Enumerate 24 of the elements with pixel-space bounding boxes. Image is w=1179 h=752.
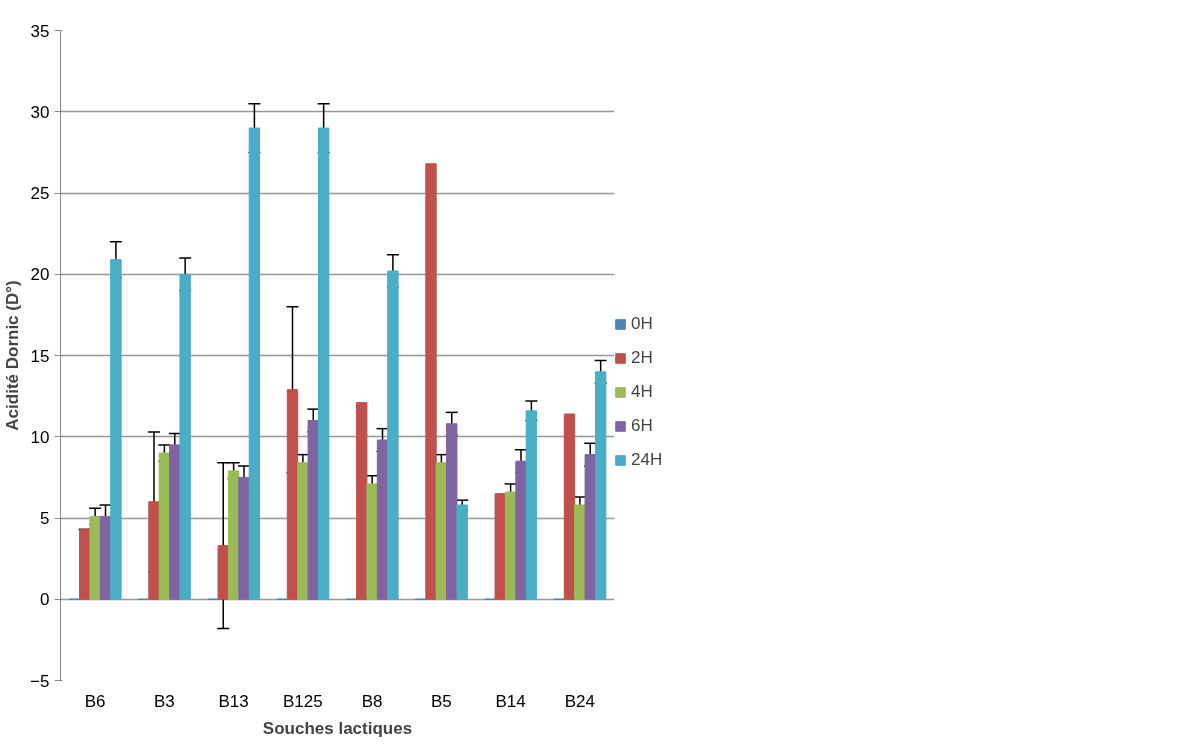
y-tick-label: 0 bbox=[40, 590, 50, 610]
y-tick-label: 15 bbox=[30, 346, 50, 366]
y-axis-title: Acidité Dornic (D°) bbox=[3, 280, 23, 431]
x-tick-label: B14 bbox=[495, 691, 526, 711]
legend-label: 4H bbox=[631, 382, 653, 402]
x-tick-label: B5 bbox=[430, 691, 452, 711]
x-tick-label: B13 bbox=[218, 691, 249, 711]
y-tick-label: 30 bbox=[30, 102, 50, 122]
y-tick-label: 10 bbox=[30, 427, 50, 447]
y-tick-label: 25 bbox=[30, 184, 50, 203]
x-tick-label: B6 bbox=[84, 691, 106, 711]
legend-label: 24H bbox=[631, 450, 663, 470]
x-tick-label: B8 bbox=[361, 691, 383, 711]
x-tick-label: B24 bbox=[564, 691, 595, 711]
legend-label: 0H bbox=[631, 314, 653, 334]
y-tick-label: 20 bbox=[30, 265, 50, 285]
y-tick-label: 35 bbox=[30, 21, 50, 41]
legend-label: 2H bbox=[631, 348, 653, 368]
x-tick-label: B125 bbox=[283, 691, 323, 711]
x-tick-label: B3 bbox=[153, 691, 175, 711]
y-tick-label: −5 bbox=[30, 671, 50, 691]
legend-label: 6H bbox=[631, 416, 653, 436]
x-axis-title: Souches lactiques bbox=[262, 718, 413, 738]
y-tick-label: 5 bbox=[40, 509, 50, 528]
